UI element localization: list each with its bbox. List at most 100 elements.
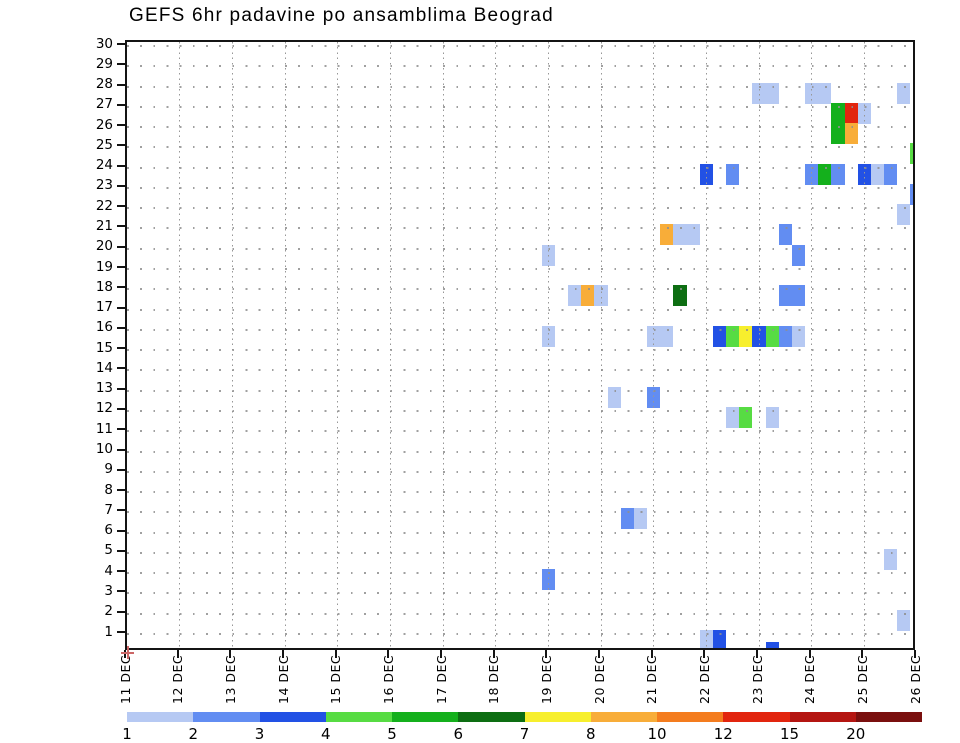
grid-cell: [712, 325, 727, 347]
grid-cell: [765, 406, 779, 428]
member-gridline: [127, 389, 913, 392]
x-axis-label: 14 DEC: [275, 654, 291, 704]
member-gridline: [127, 592, 913, 595]
grid-cell: [673, 224, 700, 246]
x-axis-tick: [914, 650, 916, 658]
member-gridline: [127, 531, 913, 534]
y-axis-label: 3: [104, 582, 113, 599]
grid-cell: [660, 224, 674, 246]
x-axis-tick: [282, 650, 284, 658]
y-axis-label: 5: [104, 542, 113, 559]
day-gridline: [495, 42, 497, 648]
y-axis-label: 9: [104, 461, 113, 478]
legend-label: 2: [188, 725, 199, 743]
y-axis-tick: [117, 590, 125, 593]
y-axis-tick: [117, 489, 125, 492]
x-axis-tick: [808, 650, 811, 658]
x-axis-tick: [334, 650, 337, 658]
x-axis-label: 15 DEC: [328, 654, 344, 704]
grid-cell: [791, 325, 806, 347]
x-axis-tick: [440, 650, 442, 658]
y-axis-label: 14: [95, 359, 113, 376]
x-axis-label: 23 DEC: [749, 654, 765, 704]
day-gridline: [337, 42, 339, 648]
y-axis-tick: [117, 387, 125, 390]
y-axis-tick: [117, 184, 125, 187]
grid-cell: [897, 82, 911, 104]
y-axis-tick: [117, 124, 125, 127]
x-axis-label: 21 DEC: [644, 654, 660, 704]
legend-swatch: [590, 712, 657, 722]
y-axis-tick: [117, 509, 125, 512]
day-gridline: [758, 42, 760, 648]
member-gridline: [127, 65, 913, 68]
y-axis-label: 1: [104, 623, 113, 640]
member-gridline: [127, 45, 913, 47]
y-axis-label: 8: [104, 481, 113, 498]
grid-cell: [791, 244, 806, 266]
day-gridline: [442, 42, 444, 648]
legend-swatch: [789, 712, 856, 722]
grid-cell: [884, 548, 898, 570]
chart-title: GEFS 6hr padavine po ansamblima Beograd: [129, 5, 554, 26]
member-gridline: [127, 450, 913, 453]
x-axis-label: 12 DEC: [170, 654, 186, 704]
y-axis-tick: [117, 164, 125, 167]
y-axis-tick: [117, 83, 125, 86]
y-axis-label: 30: [95, 35, 113, 52]
y-axis-label: 22: [95, 197, 113, 214]
y-axis-tick: [117, 448, 125, 451]
y-axis-tick: [117, 468, 125, 471]
member-gridline: [127, 572, 913, 575]
y-axis-tick: [117, 570, 125, 573]
grid-cell: [778, 224, 792, 246]
legend-swatch: [657, 712, 724, 722]
y-axis-tick: [117, 43, 125, 45]
grid-cell: [726, 163, 740, 185]
grid-cell: [726, 325, 740, 347]
legend-label: 5: [387, 725, 397, 743]
x-axis-label: 22 DEC: [696, 654, 712, 704]
legend-swatch: [259, 712, 326, 722]
x-axis-tick: [703, 650, 706, 658]
plot-area: [125, 40, 915, 650]
y-axis-tick: [117, 367, 125, 370]
x-axis-tick: [650, 650, 653, 658]
member-gridline: [127, 85, 913, 88]
y-axis-label: 21: [95, 217, 113, 234]
legend-label: 15: [779, 725, 800, 743]
grid-cell: [818, 163, 832, 185]
day-gridline: [547, 42, 549, 648]
y-axis-label: 29: [95, 55, 113, 72]
grid-cell: [739, 325, 753, 347]
day-gridline: [705, 42, 707, 648]
x-axis-tick: [229, 650, 232, 658]
y-axis-tick: [117, 326, 125, 329]
grid-cell: [884, 163, 898, 185]
x-axis-tick: [124, 650, 126, 658]
y-axis-tick: [117, 428, 125, 431]
legend-swatch: [458, 712, 525, 722]
y-axis-label: 17: [95, 299, 113, 316]
legend-label: 4: [320, 725, 331, 743]
grid-cell: [581, 285, 595, 307]
member-gridline: [127, 268, 913, 271]
y-axis-tick: [117, 306, 125, 309]
grid-cell: [870, 163, 885, 185]
legend-swatch: [325, 712, 392, 722]
legend-label: 20: [846, 725, 866, 743]
y-axis-tick: [117, 266, 125, 269]
grid-cell: [607, 386, 621, 408]
x-axis-label: 26 DEC: [907, 654, 923, 704]
legend-swatch: [193, 712, 260, 722]
member-gridline: [127, 612, 913, 615]
member-gridline: [127, 511, 913, 514]
x-axis-tick: [598, 650, 600, 658]
member-gridline: [127, 328, 913, 331]
day-gridline: [284, 42, 286, 648]
member-gridline: [127, 207, 913, 210]
y-axis-label: 26: [95, 116, 113, 133]
legend-label: 10: [647, 725, 667, 743]
y-axis-label: 20: [95, 238, 113, 255]
grid-cell: [910, 143, 913, 165]
